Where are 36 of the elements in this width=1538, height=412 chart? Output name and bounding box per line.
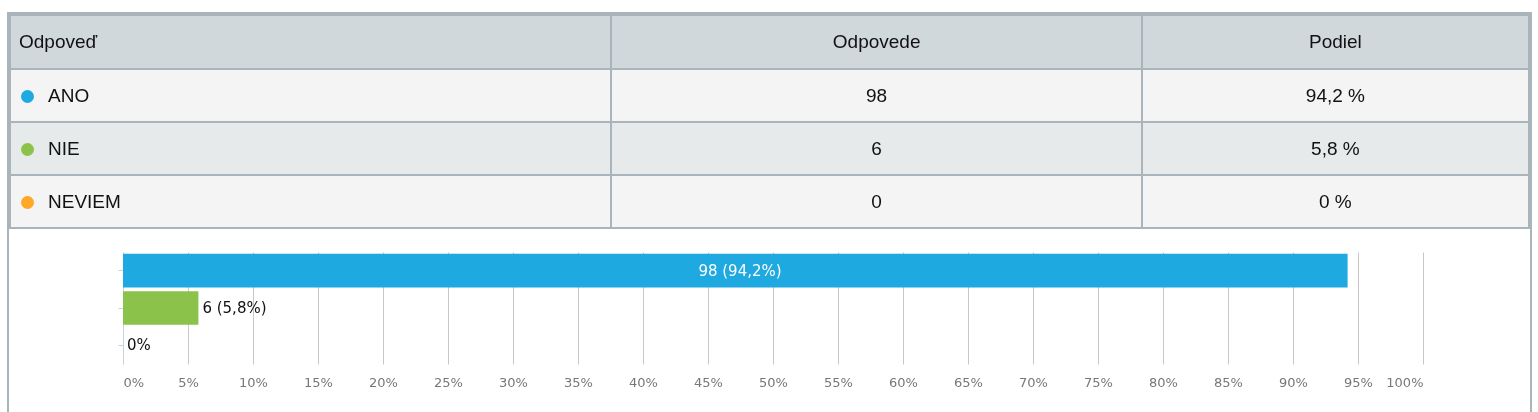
x-tick-label: 35% — [564, 374, 593, 390]
x-tick-label: 100% — [1386, 374, 1424, 390]
x-tick-label: 5% — [178, 374, 199, 390]
text: 5,8 % — [1141, 122, 1529, 175]
text: ANO — [10, 69, 612, 122]
x-tick-label: 65% — [954, 374, 983, 390]
text: NIE — [10, 122, 612, 175]
x-tick-label: 75% — [1084, 374, 1113, 390]
x-tick-label: 15% — [304, 374, 333, 390]
x-tick-label: 55% — [824, 374, 853, 390]
x-tick-label: 40% — [629, 374, 658, 390]
x-tick-label: 70% — [1019, 374, 1048, 390]
x-tick-label: 50% — [759, 374, 788, 390]
text: 0 — [611, 175, 1142, 228]
x-tick-label: 10% — [239, 374, 268, 390]
x-tick-label: 80% — [1149, 374, 1178, 390]
text: 6 — [611, 122, 1142, 175]
x-tick-label: 0% — [123, 374, 145, 390]
x-tick-label: 60% — [889, 374, 918, 390]
x-tick-label: 25% — [434, 374, 463, 390]
x-tick-label: 45% — [694, 374, 723, 390]
data-label: 0% — [127, 336, 151, 355]
x-tick-label: 85% — [1214, 374, 1243, 390]
text: 98 — [611, 69, 1142, 122]
text: Podiel — [1141, 15, 1529, 69]
text: 94,2 % — [1141, 69, 1529, 122]
text: 0 % — [1141, 175, 1529, 228]
x-tick-label: 95% — [1344, 374, 1373, 390]
text: Odpovede — [611, 15, 1142, 69]
x-tick-label: 30% — [499, 374, 528, 390]
data-label: 98 (94,2%) — [698, 261, 782, 280]
x-tick-label: 90% — [1279, 374, 1308, 390]
text: Odpoveď — [10, 15, 612, 69]
x-tick-label: 20% — [369, 374, 398, 390]
data-label: 6 (5,8%) — [202, 299, 267, 317]
text: NEVIEM — [10, 175, 612, 228]
